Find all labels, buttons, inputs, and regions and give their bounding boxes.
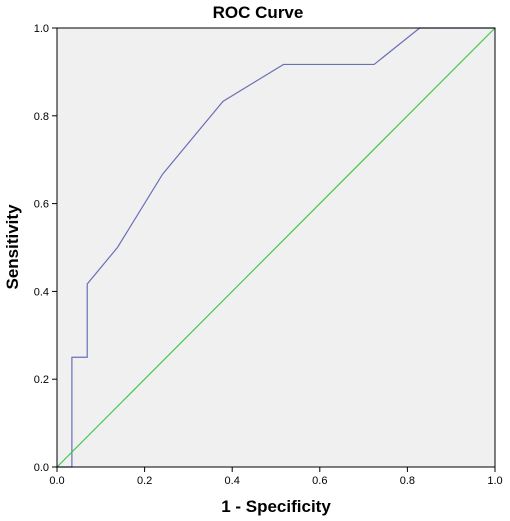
y-tick-label: 0.8 [34, 111, 49, 123]
y-tick-label: 0.4 [34, 286, 49, 298]
x-axis-title: 1 - Specificity [221, 497, 331, 516]
x-tick-label: 1.0 [487, 475, 502, 487]
chart-title: ROC Curve [213, 3, 304, 22]
x-tick-label: 0.4 [225, 475, 240, 487]
y-tick-label: 0.6 [34, 199, 49, 211]
axis-ticks: 0.0 0.2 0.4 0.6 0.8 1.0 0.0 0.2 0.4 0.6 0.8 1.0 [34, 23, 503, 487]
x-tick-label: 0.0 [49, 475, 64, 487]
y-tick-label: 0.0 [34, 462, 49, 474]
plot-frame [56, 27, 496, 468]
y-axis-title: Sensitivity [3, 204, 22, 290]
x-tick-label: 0.6 [312, 475, 327, 487]
series-layer [56, 27, 496, 468]
roc-curve-line [57, 27, 495, 468]
x-tick-label: 0.2 [137, 475, 152, 487]
y-tick-label: 0.2 [34, 374, 49, 386]
reference-diagonal-line [56, 27, 496, 468]
y-tick-label: 1.0 [34, 23, 49, 35]
x-tick-label: 0.8 [400, 475, 415, 487]
